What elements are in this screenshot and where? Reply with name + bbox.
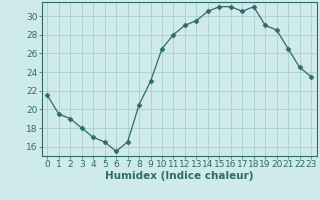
X-axis label: Humidex (Indice chaleur): Humidex (Indice chaleur)	[105, 171, 253, 181]
